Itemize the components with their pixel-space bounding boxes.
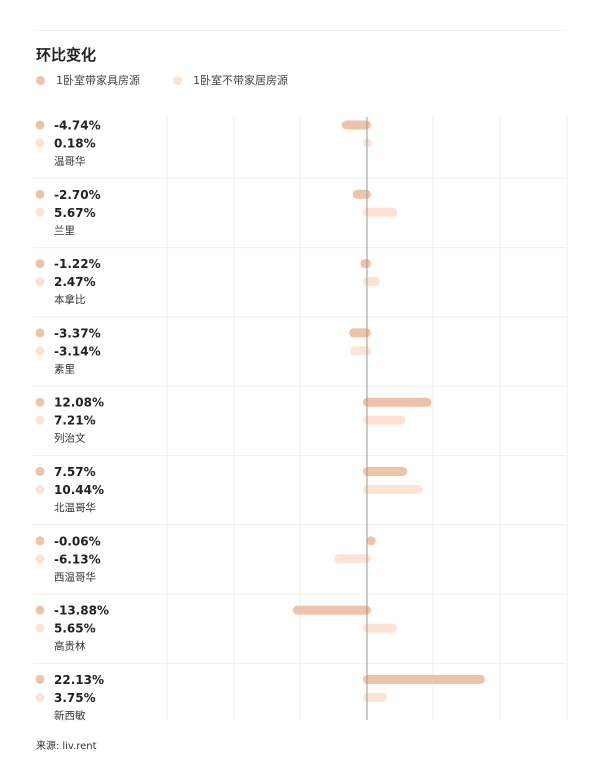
category-label: 兰里 [54, 224, 75, 237]
value-dot-unfurnished [35, 485, 45, 494]
value-dot-furnished [35, 674, 45, 684]
data-label-unfurnished: 5.65% [54, 622, 96, 636]
source-label: 来源: [36, 741, 60, 752]
value-dot-furnished [35, 328, 45, 338]
value-dot-furnished [35, 397, 45, 407]
category-label: 列治文 [54, 432, 86, 445]
data-label-furnished: -3.37% [54, 326, 101, 340]
bar-furnished [360, 259, 371, 269]
data-label-furnished: 22.13% [54, 673, 104, 687]
value-dot-furnished [35, 605, 45, 615]
legend-item-unfurnished: 1卧室不带家居房源 [173, 72, 288, 88]
data-label-furnished: -0.06% [54, 534, 101, 548]
legend-label-furnished: 1卧室带家具房源 [56, 74, 140, 87]
bar-furnished [363, 674, 485, 684]
data-label-unfurnished: -6.13% [54, 552, 101, 566]
bar-furnished [349, 328, 371, 338]
value-dot-furnished [35, 189, 45, 199]
bar-furnished [352, 189, 371, 199]
chart-title: 环比变化 [36, 46, 97, 64]
value-dot-unfurnished [35, 554, 45, 564]
bar-unfurnished [363, 485, 423, 494]
data-label-unfurnished: 7.21% [54, 414, 96, 428]
legend-swatch-unfurnished [173, 75, 182, 85]
value-dot-unfurnished [35, 346, 45, 356]
value-dot-unfurnished [35, 415, 45, 425]
category-label: 高贵林 [54, 640, 86, 653]
bar-unfurnished [363, 415, 406, 425]
data-label-furnished: -2.70% [54, 188, 101, 202]
data-label-furnished: 12.08% [54, 396, 104, 410]
value-dot-furnished [35, 120, 45, 130]
value-dot-unfurnished [35, 138, 45, 148]
value-dot-unfurnished [35, 277, 45, 287]
data-label-furnished: -13.88% [54, 604, 109, 618]
legend-item-furnished: 1卧室带家具房源 [36, 72, 140, 88]
legend-swatch-furnished [36, 75, 45, 85]
value-dot-furnished [35, 259, 45, 269]
data-label-unfurnished: 5.67% [54, 206, 96, 220]
data-label-unfurnished: 3.75% [54, 691, 96, 705]
value-dot-furnished [35, 536, 45, 546]
bar-unfurnished [363, 207, 398, 217]
bar-unfurnished [363, 623, 398, 633]
category-label: 素里 [54, 362, 75, 375]
value-dot-unfurnished [35, 623, 45, 633]
source-value: liv.rent [62, 741, 97, 752]
data-label-furnished: -1.22% [54, 257, 101, 271]
bar-furnished [363, 467, 408, 476]
value-dot-furnished [35, 467, 45, 476]
data-label-furnished: -4.74% [54, 119, 101, 133]
bar-unfurnished [363, 692, 387, 702]
bar-furnished [366, 536, 376, 546]
value-dot-unfurnished [35, 692, 45, 702]
category-label: 北温哥华 [54, 501, 96, 514]
category-label: 新西敏 [54, 709, 86, 722]
data-label-unfurnished: 10.44% [54, 483, 104, 497]
data-label-furnished: 7.57% [54, 465, 96, 479]
bar-unfurnished [334, 554, 371, 564]
data-label-unfurnished: -3.14% [54, 344, 101, 358]
category-label: 温哥华 [54, 155, 86, 168]
value-dot-unfurnished [35, 207, 45, 217]
data-label-unfurnished: 0.18% [54, 137, 96, 151]
legend: 1卧室带家具房源 1卧室不带家居房源 [36, 72, 321, 88]
bar-unfurnished [350, 346, 371, 356]
bar-furnished [363, 397, 432, 407]
bar-furnished [341, 120, 371, 130]
category-label: 本拿比 [54, 293, 86, 306]
bar-furnished [293, 605, 371, 615]
data-label-unfurnished: 2.47% [54, 275, 96, 289]
bar-unfurnished [363, 277, 381, 287]
source-note: 来源: liv.rent [36, 737, 100, 752]
category-label: 西温哥华 [54, 570, 96, 583]
top-divider [33, 30, 567, 31]
legend-label-unfurnished: 1卧室不带家居房源 [193, 74, 288, 87]
